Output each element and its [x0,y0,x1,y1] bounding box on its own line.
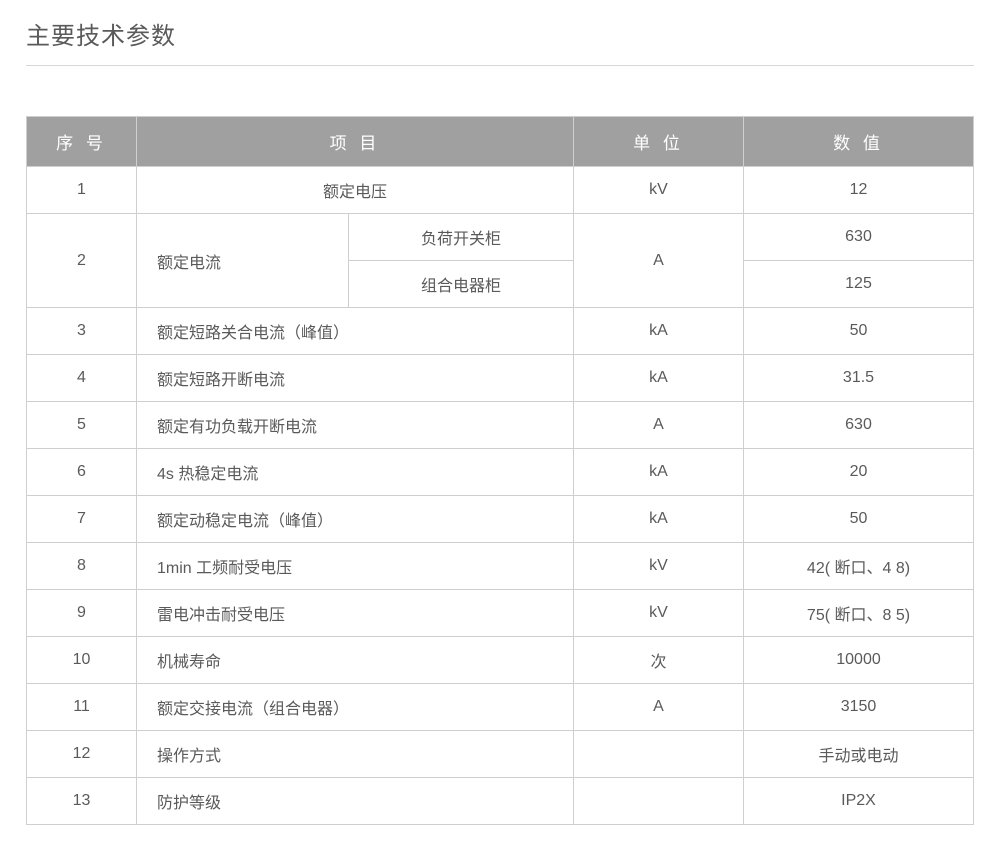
header-item: 项 目 [137,117,574,167]
spec-table: 序 号 项 目 单 位 数 值 1 额定电压 kV 12 2 额定电流 负荷开关… [26,116,974,825]
cell-unit: kA [574,496,744,543]
cell-item: 额定动稳定电流（峰值） [137,496,574,543]
table-row: 7 额定动稳定电流（峰值） kA 50 [27,496,974,543]
cell-seq: 5 [27,402,137,449]
cell-unit: kV [574,543,744,590]
cell-item: 额定电流 [137,214,349,308]
table-row: 12 操作方式 手动或电动 [27,731,974,778]
cell-seq: 10 [27,637,137,684]
table-header-row: 序 号 项 目 单 位 数 值 [27,117,974,167]
header-seq: 序 号 [27,117,137,167]
table-row: 3 额定短路关合电流（峰值） kA 50 [27,308,974,355]
cell-value: 3150 [744,684,974,731]
cell-seq: 12 [27,731,137,778]
cell-value: IP2X [744,778,974,825]
cell-value: 125 [744,261,974,308]
cell-value: 42( 断口、4 8) [744,543,974,590]
cell-unit: 次 [574,637,744,684]
cell-value: 10000 [744,637,974,684]
table-row: 5 额定有功负载开断电流 A 630 [27,402,974,449]
cell-seq: 1 [27,167,137,214]
table-row: 6 4s 热稳定电流 kA 20 [27,449,974,496]
table-row: 8 1min 工频耐受电压 kV 42( 断口、4 8) [27,543,974,590]
cell-unit: A [574,214,744,308]
cell-item: 额定交接电流（组合电器） [137,684,574,731]
cell-value: 12 [744,167,974,214]
cell-unit: kA [574,355,744,402]
cell-item: 4s 热稳定电流 [137,449,574,496]
cell-seq: 7 [27,496,137,543]
cell-unit: A [574,684,744,731]
cell-unit: kV [574,590,744,637]
cell-seq: 4 [27,355,137,402]
cell-item: 雷电冲击耐受电压 [137,590,574,637]
cell-value: 630 [744,214,974,261]
cell-seq: 9 [27,590,137,637]
cell-value: 手动或电动 [744,731,974,778]
cell-item: 防护等级 [137,778,574,825]
cell-seq: 13 [27,778,137,825]
cell-value: 50 [744,308,974,355]
cell-item: 机械寿命 [137,637,574,684]
table-row: 10 机械寿命 次 10000 [27,637,974,684]
cell-subitem: 组合电器柜 [349,261,574,308]
cell-value: 75( 断口、8 5) [744,590,974,637]
page-title: 主要技术参数 [26,16,974,66]
cell-unit: A [574,402,744,449]
cell-item: 额定有功负载开断电流 [137,402,574,449]
cell-seq: 3 [27,308,137,355]
cell-item: 额定短路开断电流 [137,355,574,402]
cell-item: 操作方式 [137,731,574,778]
cell-unit: kA [574,308,744,355]
header-unit: 单 位 [574,117,744,167]
cell-item: 额定电压 [137,167,574,214]
cell-item: 额定短路关合电流（峰值） [137,308,574,355]
cell-value: 50 [744,496,974,543]
spec-table-container: 序 号 项 目 单 位 数 值 1 额定电压 kV 12 2 额定电流 负荷开关… [26,116,974,825]
table-row: 4 额定短路开断电流 kA 31.5 [27,355,974,402]
cell-value: 20 [744,449,974,496]
table-row: 9 雷电冲击耐受电压 kV 75( 断口、8 5) [27,590,974,637]
cell-unit [574,731,744,778]
cell-unit: kA [574,449,744,496]
table-row: 13 防护等级 IP2X [27,778,974,825]
cell-item: 1min 工频耐受电压 [137,543,574,590]
table-row: 1 额定电压 kV 12 [27,167,974,214]
header-value: 数 值 [744,117,974,167]
table-row: 2 额定电流 负荷开关柜 A 630 [27,214,974,261]
cell-seq: 8 [27,543,137,590]
cell-seq: 6 [27,449,137,496]
table-row: 11 额定交接电流（组合电器） A 3150 [27,684,974,731]
cell-value: 31.5 [744,355,974,402]
cell-subitem: 负荷开关柜 [349,214,574,261]
cell-unit [574,778,744,825]
cell-seq: 2 [27,214,137,308]
cell-value: 630 [744,402,974,449]
cell-unit: kV [574,167,744,214]
cell-seq: 11 [27,684,137,731]
